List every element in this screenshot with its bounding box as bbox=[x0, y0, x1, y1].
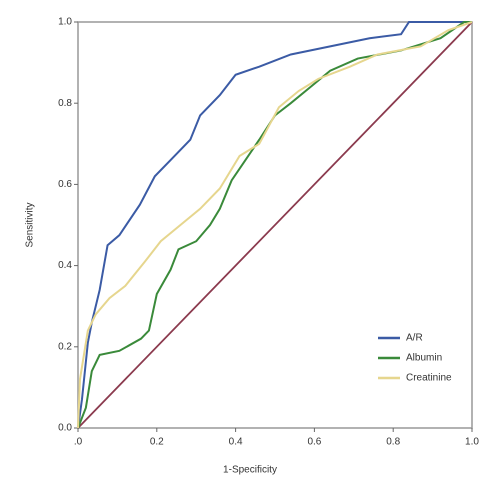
y-tick-label: 0.0 bbox=[58, 423, 72, 434]
roc-line bbox=[77, 21, 472, 429]
plot-frame bbox=[77, 21, 473, 429]
y-tick-label: 0.4 bbox=[58, 260, 72, 271]
x-tick-label: 0.6 bbox=[307, 437, 321, 448]
reference-line bbox=[77, 21, 473, 429]
x-tick-label: 0.4 bbox=[229, 437, 243, 448]
legend-label: Creatinine bbox=[406, 373, 452, 384]
y-tick-label: 1.0 bbox=[58, 17, 72, 28]
x-tick-label: 0.2 bbox=[150, 437, 164, 448]
y-axis-label: Sensitivity bbox=[25, 202, 36, 247]
x-tick-label: .0 bbox=[74, 437, 83, 448]
legend-label: Albumin bbox=[406, 353, 442, 364]
y-tick-label: 0.6 bbox=[58, 179, 72, 190]
legend-label: A/R bbox=[406, 333, 423, 344]
roc-line bbox=[77, 21, 473, 429]
x-tick-label: 0.8 bbox=[386, 437, 400, 448]
roc-line bbox=[77, 21, 472, 429]
x-tick-label: 1.0 bbox=[465, 437, 479, 448]
x-axis-label: 1-Specificity bbox=[223, 465, 277, 476]
y-tick-label: 0.8 bbox=[58, 98, 72, 109]
y-tick-label: 0.2 bbox=[58, 341, 72, 352]
